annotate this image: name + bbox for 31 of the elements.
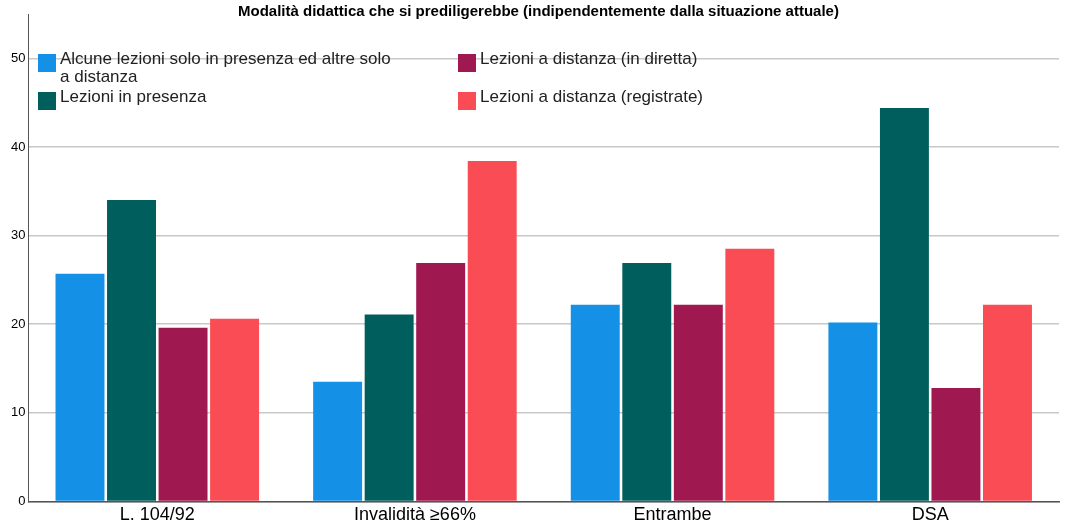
x-tick-label: L. 104/92 (119, 504, 195, 525)
bar (931, 387, 981, 501)
bar (622, 263, 672, 501)
y-tick-label: 10 (10, 404, 26, 420)
bar (158, 327, 208, 501)
legend-label: Lezioni a distanza (in diretta) (480, 49, 698, 68)
bar (467, 161, 517, 501)
y-tick-label: 30 (10, 227, 26, 243)
bar (364, 314, 414, 501)
x-tick-label: DSA (911, 504, 949, 525)
y-tick-label: 50 (10, 49, 26, 65)
bar (313, 381, 363, 501)
y-tick-label: 0 (18, 492, 26, 508)
bar (570, 304, 620, 501)
legend-label: Lezioni a distanza (registrate) (480, 87, 704, 106)
bar (725, 248, 775, 501)
chart-title: Modalità didattica che si prediligerebbe (indipendentemente dalla situazione attuale) (237, 2, 840, 19)
bar (983, 304, 1032, 501)
bar (416, 263, 466, 501)
bar (210, 318, 260, 501)
bar (828, 322, 878, 501)
bar (107, 200, 156, 501)
legend-label: Alcune lezioni solo in presenza ed altre solo a distanza (60, 49, 392, 86)
x-tick-label: Entrambe (633, 504, 712, 525)
bar (673, 304, 723, 501)
bar (879, 107, 929, 501)
bar (55, 273, 105, 501)
legend-label: Lezioni in presenza (60, 87, 207, 106)
y-tick-label: 20 (10, 315, 26, 331)
y-tick-label: 40 (10, 138, 26, 154)
x-tick-label: Invalidità ≥66% (353, 504, 476, 525)
